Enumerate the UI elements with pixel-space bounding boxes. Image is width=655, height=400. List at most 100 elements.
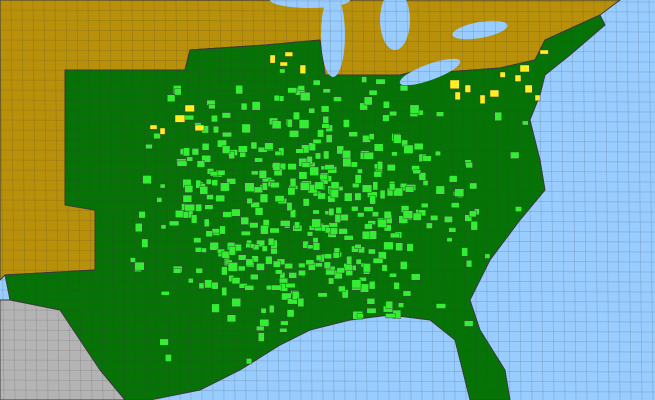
county-present xyxy=(206,194,214,200)
county-present xyxy=(339,214,349,222)
county-present xyxy=(405,186,415,193)
county-present xyxy=(191,148,199,156)
county-present xyxy=(494,111,502,121)
county-border xyxy=(0,9,655,13)
county-present xyxy=(182,211,189,219)
county-present xyxy=(352,183,360,188)
county-present xyxy=(165,354,172,362)
county-present xyxy=(297,297,305,307)
county-border xyxy=(120,0,126,400)
county-present xyxy=(448,227,457,233)
county-border xyxy=(0,39,655,43)
county-present xyxy=(446,237,453,242)
county-present xyxy=(238,265,246,272)
county-present xyxy=(240,102,248,111)
county-present xyxy=(182,194,193,203)
county-present xyxy=(522,120,529,126)
county-border xyxy=(648,0,654,400)
county-present xyxy=(468,210,477,218)
county-border xyxy=(230,0,236,400)
county-present xyxy=(211,303,220,313)
county-present xyxy=(270,182,280,189)
county-present xyxy=(249,222,259,229)
county-present xyxy=(366,307,377,314)
county-highlight xyxy=(174,114,186,123)
county-present xyxy=(138,211,146,219)
lake-ontario xyxy=(452,20,508,40)
county-present xyxy=(323,150,330,160)
county-present xyxy=(323,261,331,269)
county-present xyxy=(372,181,379,191)
county-present xyxy=(338,228,348,235)
county-present xyxy=(426,222,433,229)
county-present xyxy=(336,267,345,274)
county-present xyxy=(311,218,321,228)
county-present xyxy=(241,123,251,134)
county-present xyxy=(351,279,362,289)
county-present xyxy=(206,178,212,185)
county-present xyxy=(368,133,375,140)
county-present xyxy=(260,225,269,235)
county-border xyxy=(362,0,368,400)
county-present xyxy=(256,263,265,271)
county-highlight xyxy=(194,124,205,131)
county-present xyxy=(383,224,392,232)
county-present xyxy=(336,145,344,155)
county-present xyxy=(246,358,252,365)
county-present xyxy=(357,212,365,218)
county-present xyxy=(260,307,267,314)
county-border xyxy=(0,249,655,253)
county-present xyxy=(451,202,460,208)
county-present xyxy=(153,133,161,140)
county-highlight xyxy=(299,64,306,74)
county-present xyxy=(213,126,219,134)
county-border xyxy=(0,299,655,303)
county-present xyxy=(393,187,404,197)
county-present xyxy=(288,272,297,279)
county-present xyxy=(219,225,226,235)
county-present xyxy=(302,198,310,207)
county-present xyxy=(145,144,153,150)
county-present xyxy=(381,264,388,272)
county-present xyxy=(289,130,299,138)
county-border xyxy=(76,0,82,400)
county-present xyxy=(435,150,441,156)
county-present xyxy=(156,197,163,203)
county-present xyxy=(222,131,232,138)
county-highlight xyxy=(464,84,471,93)
county-highlight xyxy=(149,124,158,130)
county-present xyxy=(317,192,326,200)
county-border xyxy=(318,0,324,400)
county-present xyxy=(422,180,429,186)
county-border xyxy=(142,0,148,400)
county-present xyxy=(317,129,324,138)
county-present xyxy=(312,209,320,215)
county-present xyxy=(244,182,255,192)
county-border xyxy=(10,0,16,400)
county-present xyxy=(402,210,413,219)
county-border xyxy=(384,0,390,400)
county-present xyxy=(390,232,400,239)
county-present xyxy=(235,85,243,95)
county-present xyxy=(333,96,342,102)
county-present xyxy=(454,188,465,197)
county-present xyxy=(258,170,267,179)
county-present xyxy=(222,211,233,218)
county-present xyxy=(269,227,280,234)
county-highlight xyxy=(284,51,293,57)
county-present xyxy=(300,92,311,101)
county-border xyxy=(0,369,655,373)
county-present xyxy=(398,302,404,308)
county-border xyxy=(604,0,610,400)
county-border xyxy=(626,0,632,400)
county-present xyxy=(279,68,286,74)
county-present xyxy=(272,260,281,268)
county-present xyxy=(265,255,273,265)
county-border xyxy=(582,0,588,400)
county-present xyxy=(258,332,265,342)
county-present xyxy=(159,338,169,346)
county-present xyxy=(436,111,444,117)
county-present xyxy=(280,320,289,326)
